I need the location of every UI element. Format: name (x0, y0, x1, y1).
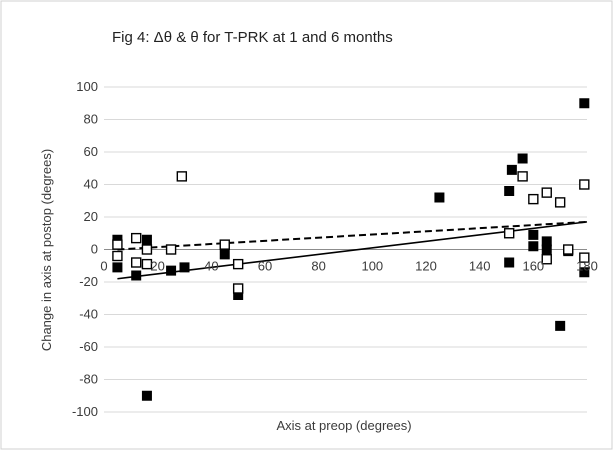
x-tick-label: 100 (361, 259, 383, 274)
open-square-point (528, 193, 539, 205)
filled-square-point (219, 249, 230, 260)
y-axis-title: Change in axis at postop (degrees) (39, 149, 54, 351)
filled-square-point (506, 164, 517, 175)
open-square-point (232, 258, 244, 270)
open-square-point (219, 239, 230, 250)
grid (104, 86, 587, 413)
open-square-point (563, 244, 574, 255)
data-points (112, 98, 590, 401)
filled-square-point (528, 241, 539, 252)
open-square-point (112, 250, 123, 262)
filled-square-point (131, 270, 142, 281)
filled-square-point (528, 229, 539, 240)
y-tick-label: 40 (84, 177, 98, 192)
y-tick-labels: 100 80 60 40 20 0 -20 -40 -60 -80 -100 (72, 79, 98, 419)
y-tick-label: -20 (79, 274, 98, 289)
x-tick-label: 40 (204, 259, 218, 274)
open-square-point (503, 228, 515, 239)
y-tick-label: 100 (76, 79, 98, 94)
filled-square-point (579, 98, 590, 109)
filled-square-point (141, 390, 152, 401)
x-tick-label: 180 (576, 259, 598, 274)
x-tick-label: 120 (415, 259, 437, 274)
filled-square-point (179, 262, 190, 273)
open-square-point (141, 244, 153, 255)
filled-square-point (112, 262, 123, 273)
x-tick-label: 20 (150, 259, 164, 274)
trendline-dashed (117, 220, 588, 251)
x-tick-label: 140 (469, 259, 491, 274)
open-square-point (517, 171, 528, 182)
y-tick-label: -80 (79, 372, 98, 387)
open-square-point (554, 197, 566, 208)
y-tick-label: -60 (79, 339, 98, 354)
open-square-point (579, 179, 590, 190)
open-square-point (130, 257, 142, 268)
filled-square-point (541, 244, 552, 255)
y-tick-label: 80 (84, 112, 98, 127)
open-square-point (130, 232, 142, 244)
y-tick-label: -100 (72, 404, 98, 419)
filled-square-point (555, 320, 566, 331)
filled-square-point (517, 153, 528, 164)
open-square-point (232, 283, 244, 294)
y-tick-label: 0 (91, 242, 98, 257)
filled-square-point (141, 234, 152, 245)
x-axis-title: Axis at preop (degrees) (276, 418, 411, 433)
open-square-point (579, 252, 590, 263)
open-square-point (141, 258, 153, 270)
open-square-point (176, 171, 188, 182)
x-tick-label: 0 (100, 259, 107, 274)
filled-square-point (434, 192, 445, 203)
y-tick-label: 60 (84, 144, 98, 159)
chart-title: Fig 4: Δθ & θ for T-PRK at 1 and 6 month… (112, 29, 393, 46)
open-square-point (165, 244, 177, 255)
filled-square-point (166, 265, 177, 276)
open-square-point (541, 254, 552, 265)
filled-square-point (579, 267, 590, 278)
open-square-point (541, 187, 552, 198)
y-tick-label: -40 (79, 307, 98, 322)
x-tick-label: 80 (311, 259, 325, 274)
y-tick-label: 20 (84, 209, 98, 224)
filled-square-point (504, 186, 515, 196)
x-tick-label: 60 (258, 259, 272, 274)
filled-square-point (504, 257, 515, 268)
x-tick-label: 160 (522, 259, 544, 274)
open-square-point (112, 239, 123, 250)
x-tick-labels: 0 20 40 60 80 100 120 140 160 180 (100, 259, 597, 274)
